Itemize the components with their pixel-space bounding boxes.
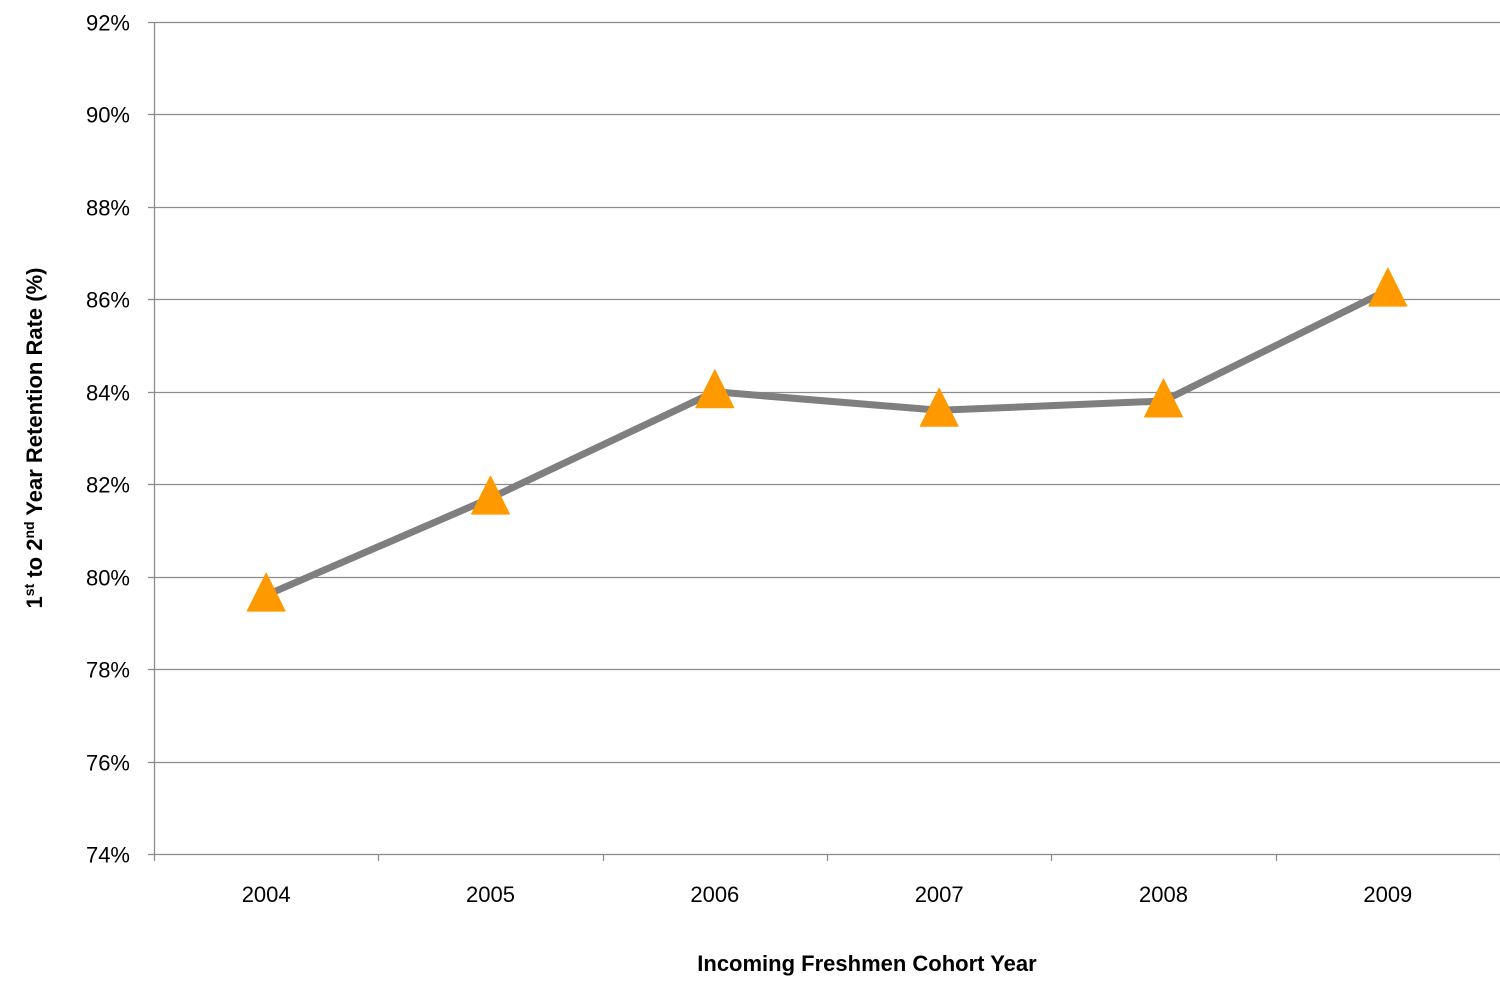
y-tick-label: 84% <box>86 381 130 406</box>
y-tick-label: 80% <box>86 566 130 591</box>
x-tick-label: 2007 <box>915 882 964 907</box>
data-point-marker <box>246 572 286 612</box>
series-line <box>262 286 1392 599</box>
x-tick-label: 2005 <box>466 882 515 907</box>
y-tick-label: 74% <box>86 843 130 868</box>
y-tick-label: 88% <box>86 196 130 221</box>
data-point-marker <box>471 475 510 515</box>
x-tick-label: 2008 <box>1139 882 1188 907</box>
data-point-marker <box>695 369 735 409</box>
data-point-marker <box>919 387 959 427</box>
x-axis-title: Incoming Freshmen Cohort Year <box>697 951 1037 976</box>
x-tick-labels: 2004 2005 2006 2007 2008 2009 <box>242 882 1413 907</box>
x-tick-label: 2006 <box>690 882 739 907</box>
series-markers <box>246 267 1408 612</box>
y-tick-label: 92% <box>86 11 130 36</box>
series-line-layer <box>262 286 1392 599</box>
y-tick-label: 78% <box>86 658 130 683</box>
y-tick-label: 76% <box>86 751 130 776</box>
y-tick-label: 90% <box>86 103 130 128</box>
axes <box>148 21 1500 861</box>
x-tick-label: 2004 <box>242 882 291 907</box>
gridlines <box>154 21 1500 856</box>
y-tick-labels: 74% 76% 78% 80% 82% 84% 86% 88% 90% 92% <box>86 11 130 868</box>
y-tick-label: 82% <box>86 473 130 498</box>
y-tick-label: 86% <box>86 288 130 313</box>
data-point-marker <box>1368 267 1408 307</box>
data-point-marker <box>1144 378 1183 418</box>
y-axis-title: 1st to 2nd Year Retention Rate (%) <box>21 268 47 609</box>
x-tick-label: 2009 <box>1363 882 1412 907</box>
